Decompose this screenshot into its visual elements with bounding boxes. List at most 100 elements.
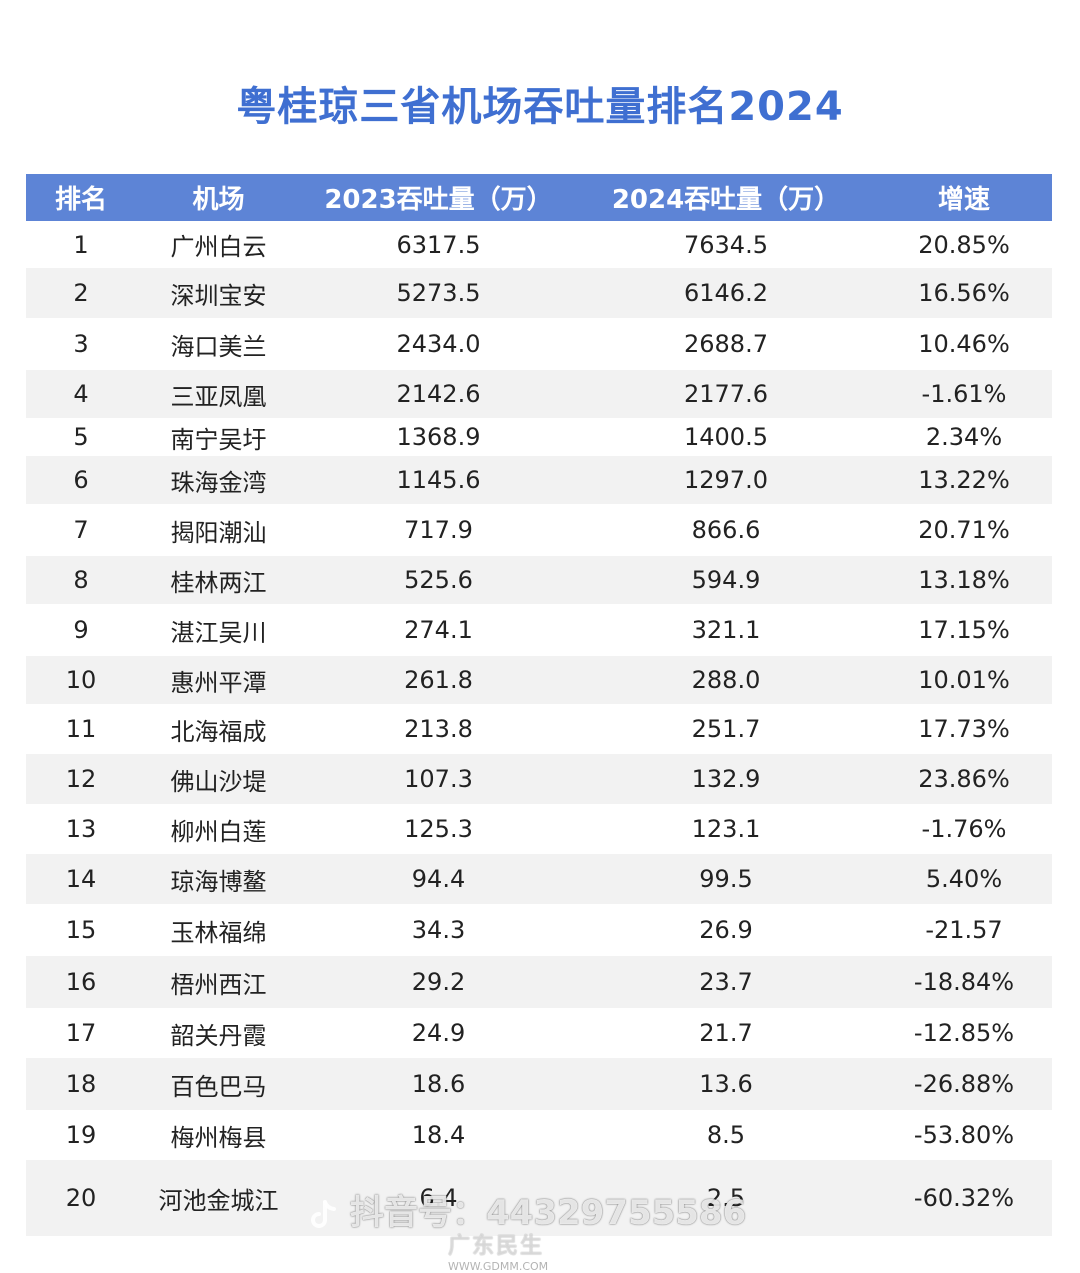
value-2023-cell: 717.9 (404, 516, 473, 544)
value-2023-cell: 34.3 (411, 916, 466, 944)
value-2024-cell: 6146.2 (684, 279, 768, 307)
value-2023-cell: 5273.5 (396, 279, 481, 307)
rank-cell: 6 (73, 466, 89, 494)
value-2024-cell: 2177.6 (684, 380, 768, 408)
airport-cell: 柳州白莲 (170, 817, 267, 846)
table-row: 2 深圳宝安 5273.5 6146.2 16.56% (26, 268, 1052, 318)
table-row: 1 广州白云 6317.5 7634.5 20.85% (26, 221, 1052, 268)
growth-cell: 16.56% (918, 279, 1010, 307)
header-rank: 排名 (54, 185, 107, 215)
rank-cell: 17 (65, 1019, 97, 1047)
growth-cell: -1.76% (921, 815, 1007, 843)
growth-cell: 20.85% (918, 230, 1010, 259)
value-2023-cell: 261.8 (404, 666, 473, 694)
growth-cell: -12.85% (913, 1019, 1015, 1047)
rank-cell: 5 (73, 423, 89, 451)
value-2024-cell: 2688.7 (684, 330, 768, 358)
douyin-watermark: 抖音号：44329755586 (306, 1185, 746, 1234)
table-row: 4 三亚凤凰 2142.6 2177.6 -1.61% (26, 370, 1052, 418)
value-2024-cell: 21.7 (699, 1019, 753, 1047)
value-2023-cell: 2142.6 (396, 380, 481, 408)
value-2024-cell: 1400.5 (684, 423, 768, 451)
airport-cell: 佛山沙堤 (170, 767, 267, 796)
value-2024-cell: 8.5 (706, 1121, 746, 1149)
value-2023-cell: 94.4 (411, 865, 466, 893)
rank-cell: 16 (65, 968, 97, 996)
value-2024-cell: 288.0 (691, 666, 761, 694)
value-2023-cell: 24.9 (411, 1019, 466, 1047)
header-2024: 2024吞吐量（万） (611, 185, 841, 215)
value-2023-cell: 29.2 (411, 968, 466, 996)
growth-cell: 2.34% (925, 423, 1003, 451)
growth-cell: 13.18% (918, 566, 1010, 594)
header-growth: 增速 (937, 185, 990, 215)
airport-cell: 广州白云 (170, 233, 267, 261)
airport-cell: 海口美兰 (170, 332, 267, 361)
value-2023-cell: 2434.0 (396, 330, 481, 358)
value-2024-cell: 866.6 (691, 516, 761, 544)
table-row: 17 韶关丹霞 24.9 21.7 -12.85% (26, 1008, 1052, 1058)
growth-cell: 10.46% (918, 330, 1010, 358)
airport-cell: 河池金城江 (158, 1186, 279, 1215)
rank-cell: 3 (73, 330, 89, 358)
growth-cell: 17.73% (918, 715, 1010, 743)
airport-cell: 惠州平潭 (170, 668, 267, 697)
table-header: 排名 机场 2023吞吐量（万） 2024吞吐量（万） 增速 (26, 174, 1052, 221)
table-row: 15 玉林福绵 34.3 26.9 -21.57 (26, 904, 1052, 956)
value-2023-cell: 18.4 (411, 1121, 466, 1149)
rank-cell: 11 (65, 715, 97, 743)
site-watermark: 广东民生 WWW.GDMM.COM (448, 1228, 548, 1273)
value-2024-cell: 26.9 (699, 916, 753, 944)
table-row: 13 柳州白莲 125.3 123.1 -1.76% (26, 804, 1052, 854)
airport-cell: 深圳宝安 (170, 281, 267, 310)
header-airport: 机场 (192, 185, 245, 215)
value-2023-cell: 18.6 (411, 1070, 466, 1098)
airport-cell: 琼海博鳌 (170, 867, 267, 896)
rank-cell: 20 (65, 1184, 97, 1212)
rank-cell: 7 (73, 516, 89, 544)
airport-cell: 三亚凤凰 (170, 382, 267, 411)
rank-cell: 10 (65, 666, 97, 694)
value-2023-cell: 1145.6 (396, 466, 481, 494)
value-2024-cell: 251.7 (691, 715, 761, 743)
watermark-text: 抖音号：44329755586 (350, 1193, 747, 1233)
growth-cell: -1.61% (921, 380, 1007, 408)
value-2023-cell: 1368.9 (396, 423, 481, 451)
airport-cell: 珠海金湾 (170, 468, 267, 497)
rank-cell: 13 (65, 815, 97, 843)
site-brand: 广东民生 (448, 1234, 545, 1259)
value-2023-cell: 274.1 (404, 616, 473, 644)
table-row: 11 北海福成 213.8 251.7 17.73% (26, 704, 1052, 754)
value-2023-cell: 6.4 (419, 1184, 458, 1212)
table-row: 6 珠海金湾 1145.6 1297.0 13.22% (26, 456, 1052, 504)
growth-cell: 20.71% (918, 516, 1010, 544)
growth-cell: 23.86% (918, 765, 1010, 793)
table-row: 8 桂林两江 525.6 594.9 13.18% (26, 556, 1052, 604)
rank-cell: 14 (65, 865, 97, 893)
value-2023-cell: 525.6 (404, 566, 473, 594)
rank-cell: 15 (65, 916, 97, 944)
airport-cell: 玉林福绵 (170, 918, 267, 947)
growth-cell: 17.15% (918, 616, 1010, 644)
airport-cell: 桂林两江 (170, 568, 267, 597)
table-row: 5 南宁吴圩 1368.9 1400.5 2.34% (26, 418, 1052, 456)
growth-cell: 5.40% (925, 865, 1003, 893)
growth-cell: -18.84% (913, 968, 1015, 996)
value-2024-cell: 321.1 (691, 616, 761, 644)
airport-cell: 梧州西江 (170, 970, 267, 999)
value-2024-cell: 1297.0 (684, 466, 768, 494)
table-row: 19 梅州梅县 18.4 8.5 -53.80% (26, 1110, 1052, 1160)
value-2024-cell: 99.5 (699, 865, 753, 893)
table-body: 1 广州白云 6317.5 7634.5 20.85% 2 深圳宝安 5273.5 6146.2… (26, 221, 1052, 1236)
rank-cell: 18 (65, 1070, 97, 1098)
airport-cell: 北海福成 (170, 717, 267, 746)
rank-cell: 12 (65, 765, 97, 793)
airport-cell: 揭阳潮汕 (170, 518, 267, 547)
table-row: 18 百色巴马 18.6 13.6 -26.88% (26, 1058, 1052, 1110)
airport-cell: 百色巴马 (170, 1072, 267, 1101)
tiktok-note-icon (311, 1199, 336, 1228)
page-title: 粤桂琼三省机场吞吐量排名2024 (236, 84, 844, 130)
table-row: 20 河池金城江 6.4 2.5 -60.32% (26, 1160, 1052, 1236)
growth-cell: -53.80% (913, 1121, 1015, 1149)
header-2023: 2023吞吐量（万） (324, 185, 553, 215)
